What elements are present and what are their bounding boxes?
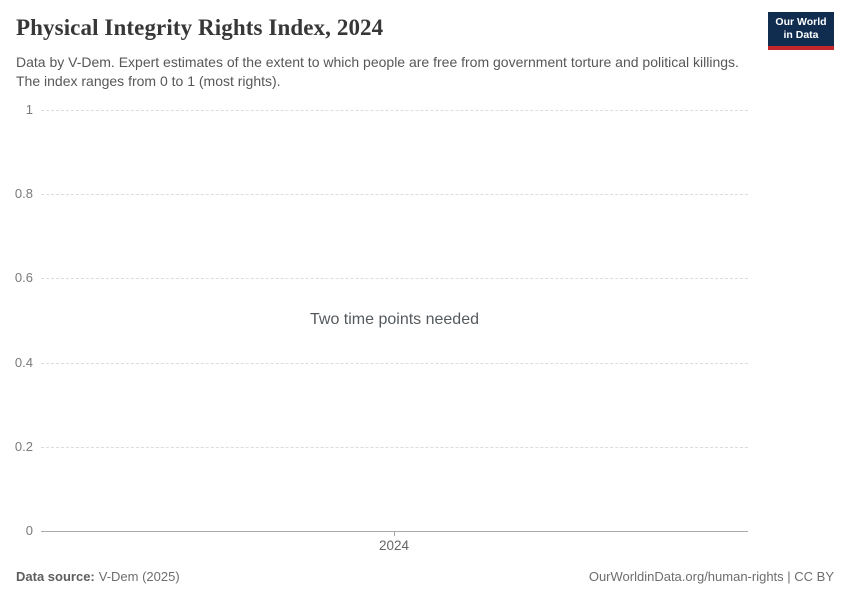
- data-source: Data source: V-Dem (2025): [16, 569, 180, 584]
- y-axis-tick-label: 1: [25, 102, 33, 117]
- y-axis-tick-label: 0.6: [14, 270, 33, 285]
- owid-logo-line1: Our World: [775, 15, 827, 28]
- empty-state-message: Two time points needed: [310, 311, 479, 328]
- gridline: [41, 363, 748, 364]
- owid-attribution-link[interactable]: OurWorldinData.org/human-rights | CC BY: [588, 569, 834, 584]
- gridline: [41, 447, 748, 448]
- x-axis-tick-label: 2024: [378, 538, 410, 553]
- data-source-value: V-Dem (2025): [98, 569, 180, 584]
- y-axis-tick-label: 0: [25, 523, 33, 538]
- x-axis-line: [41, 531, 748, 532]
- owid-logo[interactable]: Our World in Data: [768, 12, 834, 50]
- chart-title: Physical Integrity Rights Index, 2024: [16, 15, 384, 40]
- data-source-label: Data source:: [16, 569, 95, 584]
- x-axis-tick-mark: [394, 532, 395, 536]
- chart-footer: Data source: V-Dem (2025) OurWorldinData.…: [16, 569, 834, 584]
- owid-logo-line2: in Data: [783, 29, 819, 41]
- y-axis-tick-label: 0.2: [14, 439, 33, 454]
- y-axis-tick-label: 0.8: [14, 186, 33, 201]
- y-axis-tick-label: 0.4: [14, 355, 33, 370]
- chart-subtitle: Data by V-Dem. Expert estimates of the e…: [16, 54, 739, 89]
- gridline: [41, 278, 748, 279]
- gridline: [41, 194, 748, 195]
- gridline: [41, 110, 748, 111]
